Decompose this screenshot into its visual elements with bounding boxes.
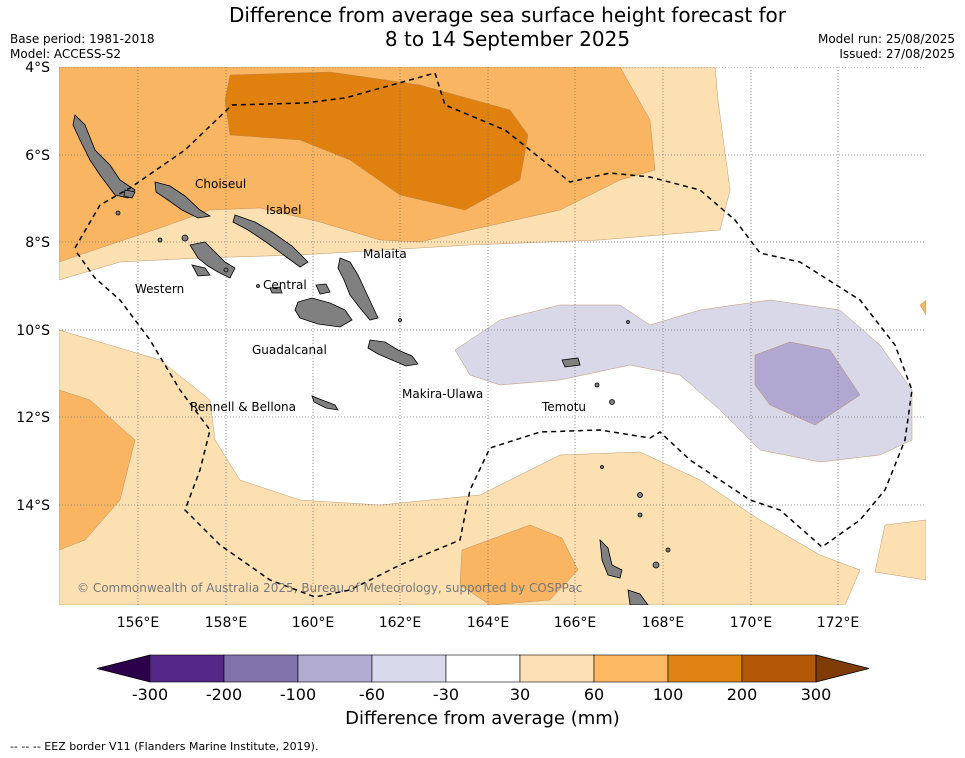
colorbar-swatch bbox=[445, 654, 521, 683]
longitude-labels: 156°E 158°E 160°E 162°E 164°E 166°E 168°E 170°E… bbox=[117, 615, 860, 631]
lon-label: 168°E bbox=[642, 615, 685, 631]
lat-label: 12°S bbox=[16, 410, 50, 426]
lat-label: 10°S bbox=[16, 323, 50, 339]
island-rennell bbox=[311, 395, 339, 411]
colorbar: -300 -200 -100 -60 -30 30 60 100 200 300 bbox=[96, 654, 870, 704]
base-period: Base period: 1981-2018 bbox=[10, 32, 155, 46]
island-new-georgia-south bbox=[191, 264, 211, 277]
label-rennell-bellona: Rennell & Bellona bbox=[190, 400, 296, 414]
lon-label: 170°E bbox=[730, 615, 773, 631]
colorbar-tick-label: 60 bbox=[584, 685, 604, 704]
lon-label: 172°E bbox=[817, 615, 860, 631]
colorbar-label: Difference from average (mm) bbox=[345, 708, 620, 729]
lon-label: 156°E bbox=[117, 615, 160, 631]
eez-border bbox=[74, 72, 913, 598]
colorbar-tick-label: -100 bbox=[280, 685, 316, 704]
province-labels: Choiseul Isabel Malaita Western Central … bbox=[135, 177, 586, 414]
colorbar-swatch bbox=[223, 654, 299, 683]
contour-30-60-edge bbox=[919, 299, 926, 316]
label-central: Central bbox=[263, 278, 307, 292]
island-bougainville bbox=[72, 114, 136, 199]
colorbar-tick-label: -300 bbox=[132, 685, 168, 704]
island-isabel bbox=[232, 214, 309, 268]
lat-label: 4°S bbox=[25, 60, 50, 76]
island-choiseul bbox=[154, 181, 212, 219]
model-name: Model: ACCESS-S2 bbox=[10, 47, 122, 61]
colorbar-extend-high bbox=[815, 654, 870, 683]
contour-neg-60-100 bbox=[754, 341, 861, 426]
map-area: Choiseul Isabel Malaita Western Central … bbox=[59, 67, 926, 605]
eez-legend: -- -- -- EEZ border V11 (Flanders Marine… bbox=[10, 740, 319, 753]
lon-label: 162°E bbox=[379, 615, 422, 631]
lon-label: 160°E bbox=[292, 615, 335, 631]
lat-label: 6°S bbox=[25, 148, 50, 164]
title-line-2: 8 to 14 September 2025 bbox=[384, 27, 631, 51]
colorbar-tick-label: -60 bbox=[359, 685, 385, 704]
colorbar-tick-label: 30 bbox=[510, 685, 530, 704]
island-santa-cruz bbox=[561, 357, 581, 368]
label-temotu: Temotu bbox=[541, 400, 586, 414]
chart-title: Difference from average sea surface heig… bbox=[0, 3, 965, 51]
contour-100-200-north bbox=[224, 71, 529, 211]
label-malaita: Malaita bbox=[363, 247, 407, 261]
contour-neg-30-60 bbox=[454, 299, 913, 463]
model-info: Base period: 1981-2018 Model: ACCESS-S2 bbox=[10, 32, 155, 62]
issued-date: Issued: 27/08/2025 bbox=[839, 47, 955, 61]
colorbar-extend-low bbox=[96, 654, 151, 683]
label-western: Western bbox=[135, 282, 184, 296]
island-russell bbox=[269, 286, 283, 294]
contour-30-60-east bbox=[874, 519, 926, 581]
label-choiseul: Choiseul bbox=[195, 177, 246, 191]
lon-label: 166°E bbox=[554, 615, 597, 631]
island-shortland bbox=[123, 189, 136, 199]
island-florida bbox=[315, 283, 331, 295]
lon-label: 158°E bbox=[205, 615, 248, 631]
colorbar-swatch bbox=[297, 654, 373, 683]
colorbar-tick-label: 100 bbox=[653, 685, 684, 704]
latitude-labels: 4°S 6°S 8°S 10°S 12°S 14°S bbox=[16, 60, 50, 514]
label-isabel: Isabel bbox=[266, 203, 301, 217]
colorbar-swatch bbox=[371, 654, 447, 683]
label-makira-ulawa: Makira-Ulawa bbox=[402, 387, 483, 401]
label-guadalcanal: Guadalcanal bbox=[252, 343, 327, 357]
lat-label: 14°S bbox=[16, 498, 50, 514]
run-info: Model run: 25/08/2025 Issued: 27/08/2025 bbox=[818, 32, 955, 62]
lat-label: 8°S bbox=[25, 235, 50, 251]
colorbar-swatch bbox=[149, 654, 225, 683]
model-run: Model run: 25/08/2025 bbox=[817, 32, 955, 46]
colorbar-tick-label: 200 bbox=[727, 685, 758, 704]
colorbar-tick-label: 300 bbox=[801, 685, 832, 704]
colorbar-tick-label: -200 bbox=[206, 685, 242, 704]
island-makira bbox=[367, 339, 419, 367]
colorbar-tick-label: -30 bbox=[433, 685, 459, 704]
land-masses bbox=[72, 114, 671, 605]
island-malaita bbox=[337, 257, 379, 321]
colorbar-swatch bbox=[667, 654, 743, 683]
lon-label: 164°E bbox=[467, 615, 510, 631]
colorbar-swatch bbox=[741, 654, 817, 683]
island-new-georgia bbox=[189, 241, 236, 279]
island-guadalcanal bbox=[294, 297, 353, 328]
island-malakula bbox=[627, 589, 649, 605]
contour-30-60-south bbox=[59, 329, 861, 605]
colorbar-swatch bbox=[519, 654, 595, 683]
contour-60-100-south bbox=[459, 524, 579, 605]
island-espiritu-santo bbox=[599, 538, 623, 579]
title-line-1: Difference from average sea surface heig… bbox=[228, 3, 787, 27]
contour-60-100-sw bbox=[59, 389, 136, 551]
copyright-notice: © Commonwealth of Australia 2025, Bureau… bbox=[77, 581, 582, 595]
colorbar-swatch bbox=[593, 654, 669, 683]
